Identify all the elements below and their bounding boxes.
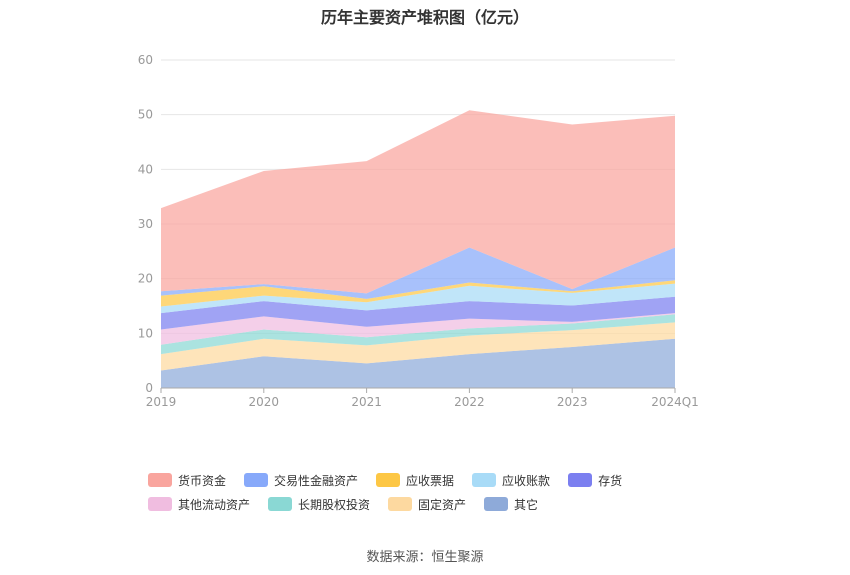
legend-label: 货币资金 [178,473,227,488]
chart-title: 历年主要资产堆积图（亿元） [320,8,529,27]
legend-swatch [376,473,401,487]
stacked-area-chart: 0 10 20 30 40 50 60 2019 2020 2021 2022 2023 2024Q1 [138,53,699,409]
legend-swatch [484,497,509,511]
area-series-5 [161,283,675,314]
y-tick-label: 50 [138,108,153,122]
legend-item[interactable]: 长期股权投资 [268,496,370,512]
legend-swatch [388,497,413,511]
x-tick-label: 2021 [351,395,382,409]
x-tick-label: 2020 [249,395,280,409]
legend-label: 其他流动资产 [178,497,251,512]
area-series-0 [161,338,675,388]
legend-item[interactable]: 交易性金融资产 [244,472,358,488]
area-series-layer [161,110,675,388]
area-series-6 [161,280,675,307]
legend-item[interactable]: 存货 [568,472,622,488]
area-series-2 [161,314,675,355]
y-tick-label: 60 [138,53,153,67]
area-series-3 [161,313,675,345]
legend-swatch [148,497,172,511]
x-tick-label: 2023 [557,395,588,409]
legend-item[interactable]: 其他流动资产 [148,496,250,512]
x-tick-label: 2022 [454,395,485,409]
legend-item[interactable]: 应收票据 [376,472,454,488]
axes: 0 10 20 30 40 50 60 2019 2020 2021 2022 2023 2024Q1 [138,53,699,409]
y-tick-label: 40 [138,162,153,176]
legend-item[interactable]: 应收账款 [472,472,550,488]
legend-swatch [268,497,293,511]
y-tick-label: 0 [145,381,153,395]
legend-label: 存货 [598,473,623,488]
legend-swatch [244,473,269,487]
y-tick-label: 20 [138,272,153,286]
legend-label: 应收账款 [502,473,551,488]
legend-label: 应收票据 [406,473,455,488]
y-tick-label: 30 [138,217,153,231]
y-tick-label: 10 [138,326,153,340]
legend-label: 其它 [514,497,539,512]
chart-legend: 货币资金 交易性金融资产 应收票据 应收账款 存货其他流动资产 长期股权投资 固定资产 其它 [148,472,728,520]
area-series-4 [161,296,675,330]
legend-label: 交易性金融资产 [274,473,359,488]
legend-item[interactable]: 其它 [484,496,538,512]
data-source-note: 数据来源：恒生聚源 [366,550,484,565]
area-series-1 [161,322,675,371]
area-series-8 [161,110,675,294]
legend-swatch [568,473,593,487]
legend-label: 长期股权投资 [298,497,371,512]
legend-item[interactable]: 货币资金 [148,472,226,488]
legend-label: 固定资产 [418,497,467,512]
legend-swatch [472,473,497,487]
x-tick-label: 2019 [146,395,177,409]
legend-item[interactable]: 固定资产 [388,496,466,512]
area-series-7 [161,247,675,299]
legend-swatch [148,473,172,487]
x-tick-label: 2024Q1 [651,395,699,409]
